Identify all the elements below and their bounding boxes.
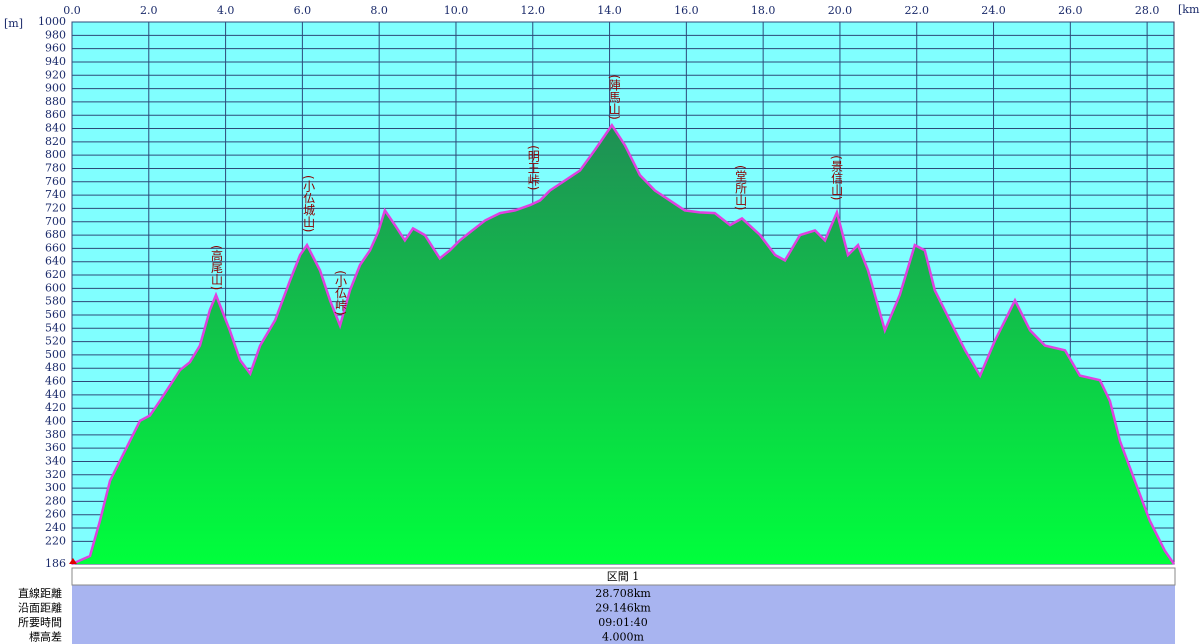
row-label: 所要時間	[18, 616, 62, 629]
y-tick-label: 580	[45, 295, 66, 308]
y-tick-label: 780	[45, 161, 66, 174]
area	[72, 125, 1174, 564]
x-tick-label: 4.0	[217, 4, 235, 17]
y-tick-label: 260	[45, 508, 66, 521]
y-tick-label: 300	[45, 481, 66, 494]
y-tick-label: 460	[45, 375, 66, 388]
y-tick-label: 240	[45, 521, 66, 534]
row-value: 28.708km	[595, 587, 651, 600]
y-tick-label: 320	[45, 468, 66, 481]
y-axis-label: [m]	[4, 17, 23, 30]
profile-line	[71, 122, 1176, 566]
y-tick-label: 900	[45, 82, 66, 95]
y-tick-label: 500	[45, 348, 66, 361]
x-tick-label: 6.0	[294, 4, 312, 17]
y-tick-label: 740	[45, 188, 66, 201]
peak-label: (小仏峠)	[334, 270, 348, 315]
start-marker	[69, 558, 77, 564]
y-tick-label: 480	[45, 361, 66, 374]
y-tick-label: 840	[45, 122, 66, 135]
x-tick-label: 2.0	[140, 4, 158, 17]
x-tick-label: 0.0	[63, 4, 81, 17]
y-tick-label: 1000	[38, 15, 66, 28]
row-label: 標高差	[29, 630, 62, 644]
y-tick-label: 440	[45, 388, 66, 401]
row-value: 09:01:40	[598, 616, 647, 629]
y-tick-label: 520	[45, 335, 66, 348]
x-tick-label: 12.0	[521, 4, 546, 17]
y-tick-label: 960	[45, 42, 66, 55]
y-tick-label: 660	[45, 241, 66, 254]
y-tick-label: 380	[45, 428, 66, 441]
x-tick-label: 16.0	[674, 4, 699, 17]
x-tick-label: 18.0	[751, 4, 776, 17]
table-header-bg	[71, 567, 1176, 586]
x-tick-label: 24.0	[981, 4, 1006, 17]
x-axis-label: [km]	[1178, 3, 1200, 16]
peak-label: (堂所山)	[734, 165, 748, 210]
y-tick-label: 980	[45, 28, 66, 41]
y-tick-label: 360	[45, 441, 66, 454]
y-tick-label: 186	[45, 557, 66, 570]
row-value: 4.000m	[602, 631, 644, 644]
x-tick-label: 8.0	[370, 4, 388, 17]
y-tick-label: 800	[45, 148, 66, 161]
peak-label: (陣馬山)	[607, 75, 621, 120]
row-value: 29.146km	[595, 602, 651, 615]
y-tick-label: 680	[45, 228, 66, 241]
peak-label: (小仏城山)	[302, 175, 316, 232]
y-tick-label: 700	[45, 215, 66, 228]
y-tick-label: 860	[45, 108, 66, 121]
y-tick-label: 620	[45, 268, 66, 281]
y-tick-label: 600	[45, 281, 66, 294]
x-tick-label: 28.0	[1135, 4, 1160, 17]
x-tick-label: 20.0	[828, 4, 853, 17]
y-tick-label: 400	[45, 415, 66, 428]
x-tick-label: 22.0	[904, 4, 929, 17]
y-tick-label: 940	[45, 55, 66, 68]
y-tick-label: 920	[45, 68, 66, 81]
x-tick-label: 14.0	[597, 4, 622, 17]
x-tick-label: 26.0	[1058, 4, 1083, 17]
row-label: 直線距離	[18, 586, 62, 600]
y-tick-label: 640	[45, 255, 66, 268]
y-tick-label: 280	[45, 494, 66, 507]
y-tick-label: 560	[45, 308, 66, 321]
y-tick-label: 820	[45, 135, 66, 148]
y-tick-label: 540	[45, 321, 66, 334]
row-label: 沿面距離	[18, 601, 62, 615]
y-tick-label: 880	[45, 95, 66, 108]
y-tick-label: 760	[45, 175, 66, 188]
y-tick-label: 720	[45, 201, 66, 214]
y-tick-label: 340	[45, 454, 66, 467]
peak-label: (高尾山)	[209, 245, 223, 290]
y-tick-label: 220	[45, 534, 66, 547]
x-tick-label: 10.0	[444, 4, 469, 17]
table-header: 区間 1	[607, 570, 640, 583]
y-tick-label: 420	[45, 401, 66, 414]
peak-label: (明王峠)	[526, 145, 540, 190]
peak-label: (景信山)	[830, 155, 844, 200]
